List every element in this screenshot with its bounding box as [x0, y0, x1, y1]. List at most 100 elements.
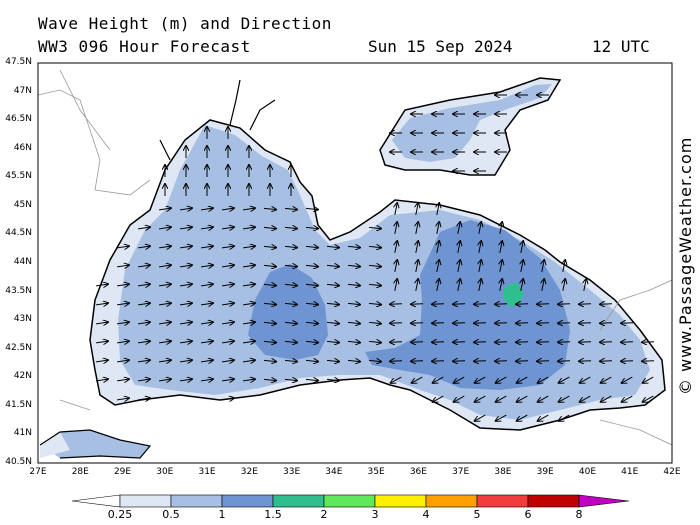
- wave-arrow: [138, 284, 150, 286]
- wave-arrow: [96, 284, 108, 286]
- wave-arrow: [347, 341, 360, 342]
- wave-arrow: [563, 260, 565, 272]
- lon-label: 29E: [113, 467, 132, 477]
- lat-label: 40.5N: [5, 457, 32, 467]
- wave-arrow: [454, 395, 465, 402]
- wave-arrow: [496, 376, 507, 383]
- wave-arrow: [474, 323, 487, 324]
- wave-arrow: [643, 376, 654, 383]
- wave-arrow: [542, 260, 544, 272]
- wave-arrow: [284, 360, 297, 361]
- wave-arrow: [222, 265, 234, 267]
- wave-arrow: [243, 303, 255, 305]
- wave-arrow: [347, 246, 360, 247]
- wave-arrow: [201, 208, 213, 210]
- wave-arrow: [559, 414, 570, 421]
- wave-arrow: [263, 303, 276, 304]
- wave-arrow: [432, 361, 445, 362]
- lon-label: 41E: [621, 467, 639, 477]
- wave-arrow: [180, 265, 192, 267]
- sea-of-marmara: [40, 430, 150, 458]
- wave-arrow: [96, 360, 108, 362]
- wave-arrow: [117, 379, 129, 381]
- coastline-azov: [379, 77, 562, 176]
- wave-arrow: [453, 342, 466, 343]
- wave-arrow: [521, 260, 523, 272]
- colorbar-label: 1: [218, 508, 226, 521]
- wave-arrow: [284, 227, 297, 228]
- wave-arrow: [222, 208, 234, 210]
- wave-arrow: [117, 284, 129, 286]
- wave-arrow: [180, 322, 192, 324]
- wave-arrow: [201, 341, 213, 343]
- wave-arrow: [495, 361, 508, 362]
- wave-arrow: [305, 227, 318, 228]
- wave-arrow: [326, 284, 339, 285]
- wave-arrow: [537, 361, 550, 362]
- colorbar-swatch: [221, 494, 274, 508]
- lat-label: 41N: [13, 428, 32, 439]
- wave-arrow: [347, 303, 360, 304]
- wave-arrow: [159, 379, 171, 381]
- wave-arrow: [138, 379, 150, 381]
- country-borders: [38, 69, 672, 446]
- wave-arrow: [222, 284, 234, 286]
- wave-direction-arrows: [96, 95, 655, 421]
- wave-arrow: [621, 323, 634, 324]
- colorbar-swatch: [272, 494, 325, 508]
- wave-arrow: [453, 323, 466, 324]
- colorbar-swatch: [119, 494, 172, 508]
- wave-arrow: [180, 341, 192, 343]
- wave-arrow: [395, 241, 397, 253]
- wave-arrow: [326, 360, 339, 361]
- wave-arrow: [201, 284, 213, 286]
- colorbar-label: 5: [473, 508, 481, 521]
- wave-arrow: [495, 342, 508, 343]
- lon-label: 42E: [663, 467, 681, 477]
- wave-arrow: [243, 265, 255, 267]
- coastline: [89, 119, 666, 431]
- wave-arrow: [305, 360, 318, 361]
- wave-arrow: [621, 361, 634, 362]
- wave-arrow: [416, 203, 418, 215]
- wave-arrow: [458, 222, 460, 234]
- wave-arrow: [579, 361, 592, 362]
- wave-arrow: [243, 341, 255, 343]
- wave-arrow: [395, 222, 397, 234]
- wave-arrow: [416, 241, 418, 253]
- river-inlet: [159, 79, 276, 161]
- wave-arrow: [437, 203, 439, 215]
- wave-arrow: [432, 304, 445, 305]
- wave-arrow: [368, 303, 381, 304]
- wave-arrow: [284, 265, 297, 266]
- lat-label: 41.5N: [5, 399, 32, 410]
- wave-arrow: [600, 342, 613, 343]
- wave-arrow: [390, 361, 403, 362]
- wave-arrow: [159, 227, 171, 229]
- wave-arrow: [517, 414, 528, 421]
- wave-arrow: [558, 304, 571, 305]
- wave-arrow: [284, 379, 297, 380]
- colorbar-swatch: [476, 494, 529, 508]
- wave-arrow: [538, 376, 549, 383]
- wave-arrow: [201, 246, 213, 248]
- wave-arrow: [138, 227, 150, 229]
- colorbar-label: 6: [524, 508, 532, 521]
- lat-label: 43.5N: [5, 285, 32, 296]
- wave-arrow: [305, 341, 318, 342]
- wave-arrow: [263, 208, 276, 209]
- wave-arrow: [243, 284, 255, 286]
- wave-arrow: [521, 279, 523, 291]
- lon-label: 40E: [578, 467, 597, 477]
- lon-label: 37E: [452, 467, 470, 477]
- wave-arrow: [622, 376, 633, 383]
- forecast-date-label: Sun 15 Sep 2024: [368, 37, 513, 56]
- wave-arrow: [437, 222, 439, 234]
- wave-arrow: [138, 322, 150, 324]
- lon-label: 39E: [536, 467, 554, 477]
- wave-arrow: [159, 265, 171, 267]
- wave-arrow: [243, 246, 255, 248]
- wave-arrow: [496, 395, 507, 402]
- wave-arrow: [479, 241, 481, 253]
